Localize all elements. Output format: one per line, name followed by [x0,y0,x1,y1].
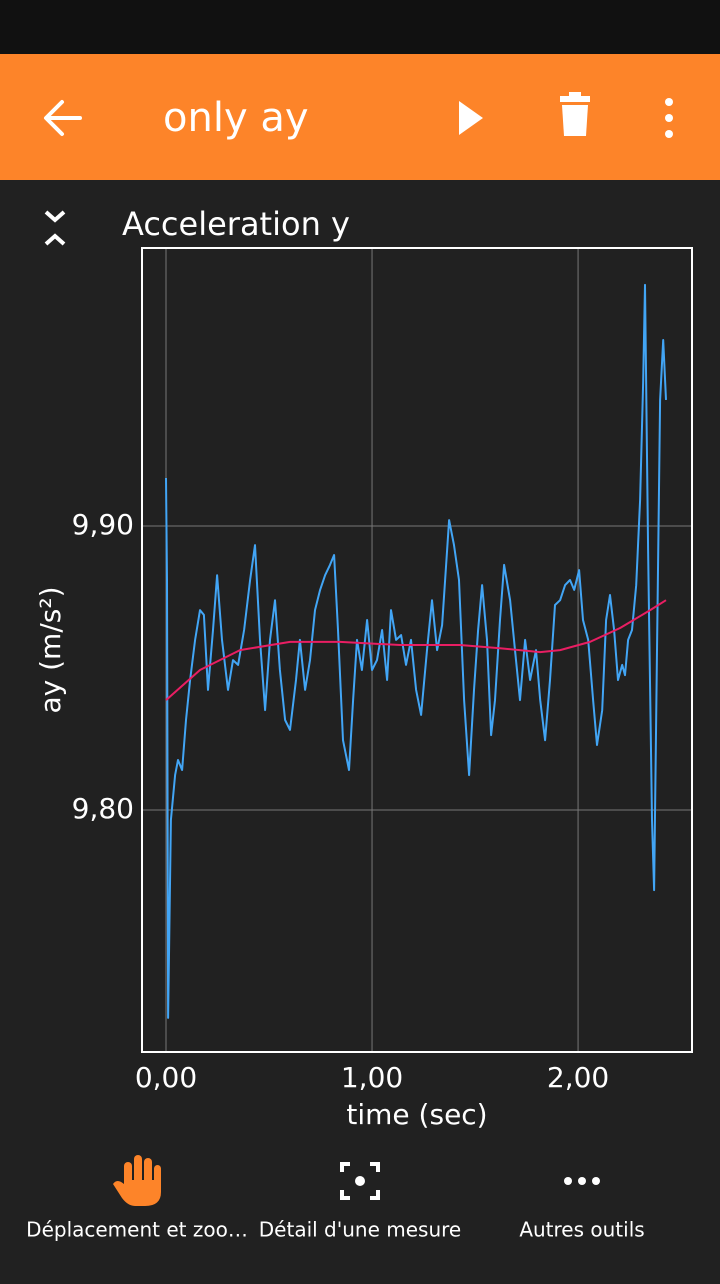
more-button[interactable] [665,98,673,138]
x-tick-label: 0,00 [135,1061,197,1094]
plot-frame [141,247,693,1053]
play-button[interactable] [459,101,483,135]
data-line [165,599,667,701]
app-title: only ay [163,95,309,141]
y-tick-label: 9,90 [72,508,134,541]
data-line [165,283,667,1019]
toolbar-label[interactable]: Détail d'une mesure [259,1218,461,1242]
status-bar [0,0,720,54]
detail-tool[interactable] [340,1162,380,1200]
toolbar-label[interactable]: Déplacement et zoo… [26,1218,248,1242]
toolbar-label[interactable]: Autres outils [519,1218,644,1242]
x-axis-label: time (sec) [346,1098,487,1131]
delete-button[interactable] [560,92,590,136]
x-tick-label: 1,00 [341,1061,403,1094]
collapse-button[interactable] [44,210,66,246]
other-tools[interactable] [564,1177,600,1185]
y-tick-label: 9,80 [72,792,134,825]
x-tick-label: 2,00 [547,1061,609,1094]
chart-title: Acceleration y [122,205,350,243]
pan-tool[interactable] [113,1155,161,1206]
app-bar [0,54,720,180]
y-axis-label: ay (m/s²) [34,587,67,714]
back-button[interactable] [44,100,82,136]
